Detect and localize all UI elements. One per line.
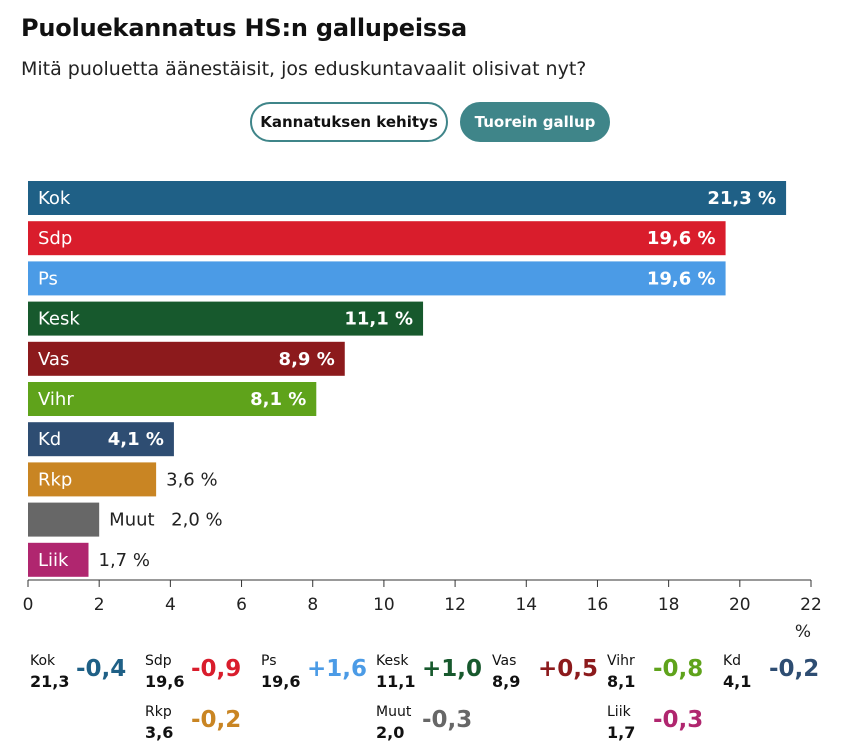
bar-rkp (28, 462, 157, 497)
change-party-name: Vas (492, 653, 517, 669)
change-party-value: 1,7 (607, 723, 636, 742)
change-delta: +1,6 (307, 656, 368, 682)
bar-label-muut: Muut (109, 510, 154, 531)
chart-title: Puoluekannatus HS:n gallupeissa (21, 14, 468, 42)
change-item-liik: Liik 1,7 -0,3 (607, 696, 723, 742)
bar-vas (28, 341, 345, 376)
bar-kd (28, 422, 174, 457)
bar-value-liik: 1,7 % (99, 550, 150, 571)
change-delta: -0,9 (191, 656, 242, 682)
x-axis-unit: % (795, 622, 811, 642)
change-party-name: Sdp (145, 653, 172, 669)
x-tick-label-14: 14 (515, 595, 537, 615)
change-item-muut: Muut 2,0 -0,3 (376, 696, 492, 742)
bar-value-ps: 19,6 % (647, 268, 716, 289)
bar-label-vihr: Vihr (38, 389, 74, 410)
x-tick-label-20: 20 (729, 595, 751, 615)
change-delta: -0,8 (653, 656, 704, 682)
change-delta: +1,0 (422, 656, 483, 682)
change-item-vas: Vas 8,9 +0,5 (492, 645, 608, 691)
change-party-value: 4,1 (723, 672, 752, 691)
change-party-value: 19,6 (145, 672, 185, 691)
change-party-value: 2,0 (376, 723, 405, 742)
change-party-value: 19,6 (261, 672, 301, 691)
chart-subtitle: Mitä puoluetta äänestäisit, jos eduskunt… (21, 58, 587, 80)
change-party-value: 8,1 (607, 672, 636, 691)
change-party-name: Kok (30, 653, 56, 669)
bar-label-liik: Liik (38, 550, 69, 571)
change-delta: -0,3 (653, 707, 704, 733)
support-trend-button[interactable]: Kannatuksen kehitys (250, 102, 448, 142)
change-party-name: Muut (376, 704, 412, 720)
x-tick-label-8: 8 (307, 595, 318, 615)
bar-vihr (28, 382, 317, 416)
x-tick-label-4: 4 (165, 595, 176, 615)
x-tick-label-12: 12 (444, 595, 466, 615)
bar-value-kd: 4,1 % (108, 429, 164, 450)
bar-sdp (28, 221, 726, 256)
change-party-value: 3,6 (145, 723, 174, 742)
bar-value-sdp: 19,6 % (647, 228, 716, 249)
change-party-name: Liik (607, 704, 631, 720)
x-tick-label-2: 2 (94, 595, 105, 615)
bar-muut (28, 502, 100, 537)
bar-label-kd: Kd (38, 429, 61, 450)
change-party-name: Ps (261, 653, 277, 669)
change-party-name: Rkp (145, 704, 172, 720)
bar-ps (28, 261, 726, 296)
change-item-rkp: Rkp 3,6 -0,2 (145, 696, 261, 742)
change-item-vihr: Vihr 8,1 -0,8 (607, 645, 723, 691)
change-item-kok: Kok 21,3 -0,4 (30, 645, 146, 691)
change-delta: -0,4 (76, 656, 127, 682)
x-tick-label-10: 10 (373, 595, 395, 615)
change-party-name: Vihr (607, 653, 635, 669)
change-party-value: 11,1 (376, 672, 416, 691)
change-party-value: 21,3 (30, 672, 70, 691)
x-tick-label-22: 22 (800, 595, 822, 615)
bar-value-muut: 2,0 % (171, 510, 222, 531)
bar-kok (28, 181, 787, 215)
bar-value-rkp: 3,6 % (166, 469, 217, 490)
latest-poll-button[interactable]: Tuorein gallup (460, 102, 610, 142)
bar-label-kok: Kok (38, 188, 71, 209)
bar-label-vas: Vas (38, 349, 69, 370)
bar-chart: Kok 21,3 % Sdp 19,6 % Ps 19,6 % Kesk 11,1 % Vas 8… (23, 181, 822, 642)
bar-label-kesk: Kesk (38, 309, 80, 330)
x-tick-label-18: 18 (658, 595, 680, 615)
bar-value-vas: 8,9 % (279, 349, 335, 370)
bar-label-sdp: Sdp (38, 228, 72, 249)
change-party-name: Kesk (376, 653, 409, 669)
change-item-ps: Ps 19,6 +1,6 (261, 645, 377, 691)
bar-label-rkp: Rkp (38, 469, 72, 490)
bar-value-vihr: 8,1 % (250, 389, 306, 410)
change-delta: -0,2 (769, 656, 820, 682)
change-delta: +0,5 (538, 656, 599, 682)
change-item-kesk: Kesk 11,1 +1,0 (376, 645, 492, 691)
bar-kesk (28, 301, 424, 336)
change-item-sdp: Sdp 19,6 -0,9 (145, 645, 261, 691)
change-party-value: 8,9 (492, 672, 521, 691)
bar-value-kesk: 11,1 % (344, 309, 413, 330)
x-tick-label-16: 16 (587, 595, 609, 615)
bar-value-kok: 21,3 % (707, 188, 776, 209)
x-tick-label-6: 6 (236, 595, 247, 615)
change-delta: -0,3 (422, 707, 473, 733)
change-summary: Kok 21,3 -0,4 Sdp 19,6 -0,9 Ps 19,6 +1,6 Kesk 11,1… (0, 645, 858, 751)
change-delta: -0,2 (191, 707, 242, 733)
bar-label-ps: Ps (38, 268, 58, 289)
change-item-kd: Kd 4,1 -0,2 (723, 645, 839, 691)
bar-liik (28, 542, 89, 577)
x-tick-label-0: 0 (23, 595, 34, 615)
change-party-name: Kd (723, 653, 742, 669)
